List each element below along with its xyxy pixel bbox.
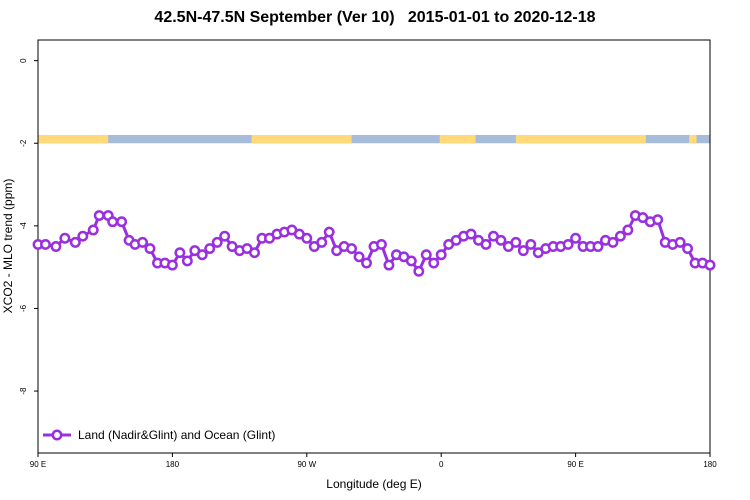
data-point: [204, 243, 216, 255]
data-point: [144, 243, 156, 255]
land-segment: [251, 134, 352, 144]
land-segment: [38, 134, 109, 144]
y-tick-label: -4: [19, 222, 28, 230]
legend-label: Land (Nadir&Glint) and Ocean (Glint): [78, 428, 276, 442]
data-point: [116, 216, 128, 228]
data-point: [428, 257, 440, 269]
data-point: [301, 232, 313, 244]
data-point: [50, 241, 62, 252]
data-point: [219, 230, 231, 242]
data-point: [704, 259, 716, 271]
data-point: [211, 236, 223, 248]
data-point: [480, 238, 492, 250]
land-segment: [515, 134, 646, 144]
x-tick-label: 0: [439, 460, 444, 469]
data-point: [196, 249, 208, 261]
x-tick-label: 90 E: [567, 460, 583, 469]
data-point: [405, 255, 417, 267]
data-point: [413, 265, 425, 277]
y-axis-label: XCO2 - MLO trend (ppm): [1, 179, 15, 314]
x-tick-label: 90 E: [30, 460, 46, 469]
legend: Land (Nadir&Glint) and Ocean (Glint): [42, 428, 275, 442]
land-segment: [689, 134, 697, 144]
axes: 90 E 180 90 W 0 90 E 180 0 -2 -4 -6 -8: [19, 58, 717, 469]
data-point: [495, 234, 507, 246]
data-point: [607, 236, 619, 248]
legend-line-marker-icon: [43, 429, 71, 441]
data-point: [77, 230, 89, 242]
data-point: [562, 238, 574, 250]
data-point: [59, 232, 71, 244]
data-point: [353, 251, 365, 263]
data-point: [40, 238, 51, 250]
data-point: [69, 236, 81, 248]
data-point: [346, 243, 358, 255]
data-point: [674, 236, 686, 248]
data-point: [525, 238, 537, 250]
land-segment: [439, 134, 476, 144]
data-point: [93, 210, 105, 221]
data-point: [107, 216, 119, 228]
data-point: [652, 214, 664, 226]
y-tick-label: 0: [19, 58, 28, 63]
data-point: [622, 224, 634, 236]
land-ocean-bar: [38, 134, 710, 144]
x-tick-label: 90 W: [297, 460, 316, 469]
data-point: [323, 226, 335, 238]
data-point: [316, 236, 328, 248]
data-point: [249, 247, 260, 259]
x-tick-label: 180: [703, 460, 717, 469]
data-point: [510, 236, 522, 248]
chart-title: 42.5N-47.5N September (Ver 10) 2015-01-0…: [154, 9, 596, 26]
data-point: [383, 259, 395, 271]
data-point: [137, 236, 148, 248]
data-point: [420, 249, 432, 261]
data-point: [570, 232, 582, 244]
data-point: [181, 255, 193, 267]
data-point: [87, 224, 99, 236]
y-tick-label: -6: [19, 304, 28, 312]
data-point: [435, 249, 447, 261]
data-series: [32, 210, 716, 277]
data-point: [174, 247, 186, 259]
x-tick-label: 180: [166, 460, 180, 469]
data-point: [166, 259, 178, 271]
data-point: [465, 228, 477, 240]
data-point: [361, 257, 372, 269]
data-point: [614, 230, 626, 242]
data-point: [517, 245, 529, 257]
data-point: [682, 243, 694, 255]
y-tick-label: -8: [19, 387, 28, 395]
ocean-segment: [38, 134, 710, 144]
x-axis-label: Longitude (deg E): [326, 477, 421, 491]
y-tick-label: -2: [19, 139, 28, 147]
data-point: [376, 238, 387, 250]
data-point: [592, 241, 604, 252]
